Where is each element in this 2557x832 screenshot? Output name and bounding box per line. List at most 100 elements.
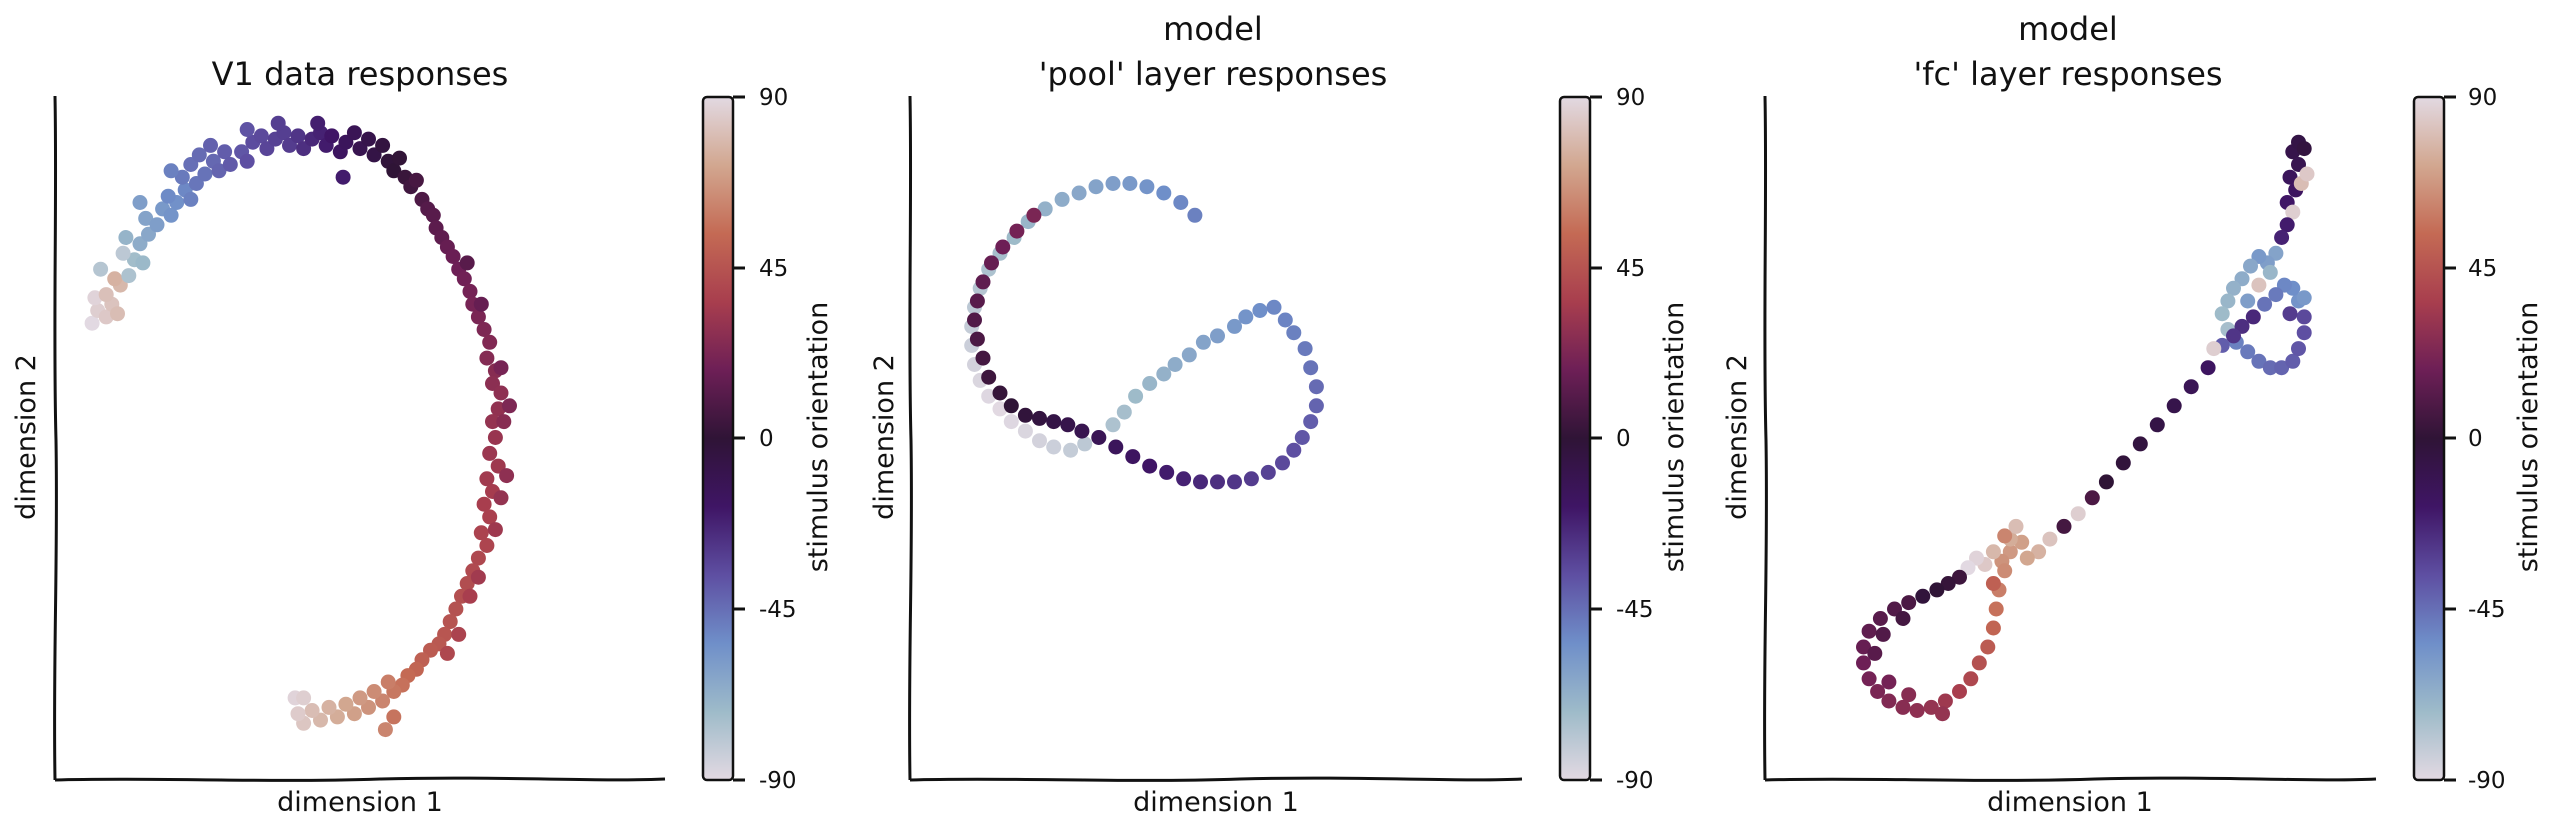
scatter-point-1-84 bbox=[482, 445, 498, 461]
scatter-point-1-91 bbox=[479, 538, 495, 553]
scatter-point-1-56 bbox=[375, 137, 391, 153]
scatter-point-1-128 bbox=[493, 490, 509, 506]
scatter-point-1-18 bbox=[149, 217, 165, 233]
scatter-point-1-24 bbox=[183, 191, 199, 207]
scatter-point-1-17 bbox=[138, 210, 154, 226]
scatter-point-1-71 bbox=[456, 271, 472, 287]
scatter-point-2-13 bbox=[1308, 379, 1324, 395]
scatter-point-1-110 bbox=[352, 690, 368, 706]
scatter-point-3-97 bbox=[1881, 674, 1897, 690]
scatter-point-2-19 bbox=[1294, 430, 1310, 445]
scatter-point-2-7 bbox=[1286, 325, 1302, 341]
scatter-point-1-43 bbox=[290, 128, 306, 144]
scatter-point-3-80 bbox=[1923, 699, 1939, 715]
scatter-point-3-81 bbox=[1937, 693, 1953, 709]
panel-2-cb-tick-0: 0 bbox=[1616, 426, 1631, 452]
scatter-point-2-12 bbox=[1156, 366, 1172, 382]
panel-v1-data: V1 data responses dimension 1 dimension … bbox=[11, 55, 834, 818]
scatter-point-1-59 bbox=[392, 150, 407, 166]
scatter-point-1-58 bbox=[386, 163, 402, 179]
scatter-point-1-123 bbox=[439, 645, 455, 661]
scatter-point-2-78 bbox=[1187, 207, 1203, 223]
scatter-point-3-65 bbox=[1952, 569, 1967, 585]
scatter-point-1-62 bbox=[408, 172, 424, 188]
scatter-point-3-93 bbox=[1985, 576, 2001, 591]
panel-2-x-axis bbox=[909, 776, 1523, 782]
scatter-point-3-77 bbox=[1881, 693, 1897, 709]
scatter-point-2-17 bbox=[1303, 414, 1319, 430]
scatter-point-3-47 bbox=[2166, 398, 2182, 414]
scatter-point-1-13 bbox=[135, 255, 151, 271]
scatter-point-2-16 bbox=[1128, 388, 1144, 404]
scatter-point-3-17 bbox=[2226, 280, 2241, 296]
scatter-point-3-46 bbox=[2183, 379, 2199, 395]
scatter-point-1-118 bbox=[290, 706, 306, 722]
scatter-point-1-137 bbox=[239, 122, 255, 137]
scatter-point-3-54 bbox=[2056, 518, 2072, 534]
scatter-point-2-32 bbox=[1017, 423, 1033, 439]
scatter-point-2-26 bbox=[1063, 442, 1079, 458]
scatter-point-3-41 bbox=[2262, 264, 2278, 280]
scatter-point-2-6 bbox=[1195, 334, 1211, 350]
scatter-point-1-77 bbox=[479, 350, 495, 366]
scatter-point-1-51 bbox=[346, 125, 362, 141]
scatter-point-3-12 bbox=[2268, 245, 2284, 261]
scatter-point-2-74 bbox=[1156, 185, 1172, 201]
panel-1-cb-tick-m90: -90 bbox=[759, 768, 797, 794]
scatter-point-1-106 bbox=[380, 674, 396, 690]
scatter-point-2-65 bbox=[969, 331, 985, 347]
scatter-point-3-8 bbox=[2299, 166, 2315, 182]
scatter-point-1-125 bbox=[462, 588, 478, 604]
scatter-point-1-116 bbox=[304, 703, 320, 718]
scatter-point-1-82 bbox=[485, 414, 500, 430]
scatter-point-3-96 bbox=[1867, 645, 1883, 661]
scatter-point-2-47 bbox=[1074, 423, 1090, 439]
panel-3-title-line-2: 'fc' layer responses bbox=[1913, 55, 2222, 93]
scatter-point-1-65 bbox=[425, 207, 441, 223]
scatter-point-3-42 bbox=[2240, 293, 2256, 309]
scatter-point-2-79 bbox=[1026, 207, 1042, 223]
scatter-point-2-29 bbox=[1227, 474, 1242, 490]
scatter-point-3-75 bbox=[1861, 671, 1877, 687]
scatter-point-3-4 bbox=[2282, 169, 2298, 185]
scatter-point-1-36 bbox=[239, 153, 255, 169]
scatter-point-2-64 bbox=[1071, 185, 1087, 201]
scatter-point-3-67 bbox=[1929, 582, 1945, 598]
scatter-point-3-18 bbox=[2220, 293, 2236, 309]
panel-1-x-label: dimension 1 bbox=[277, 787, 443, 818]
scatter-point-1-29 bbox=[191, 147, 207, 163]
scatter-point-2-4 bbox=[1277, 312, 1293, 328]
scatter-point-1-10 bbox=[121, 268, 137, 284]
scatter-point-1-96 bbox=[448, 601, 464, 617]
scatter-point-1-121 bbox=[377, 722, 393, 738]
scatter-point-3-19 bbox=[2214, 306, 2230, 322]
scatter-point-3-43 bbox=[2282, 306, 2298, 322]
scatter-point-2-35 bbox=[1176, 471, 1192, 487]
panel-1-y-axis bbox=[53, 95, 58, 781]
scatter-point-3-66 bbox=[1940, 576, 1956, 591]
scatter-point-1-69 bbox=[445, 249, 461, 264]
panel-2-colorbar-gradient bbox=[1558, 95, 1592, 782]
panel-3-cb-tick-m90: -90 bbox=[2468, 768, 2506, 794]
scatter-point-3-26 bbox=[2285, 353, 2301, 369]
scatter-point-1-122 bbox=[386, 709, 402, 725]
scatter-point-3-2 bbox=[2296, 141, 2312, 157]
scatter-point-1-90 bbox=[473, 525, 489, 541]
scatter-point-3-51 bbox=[2098, 474, 2114, 490]
scatter-point-1-80 bbox=[493, 385, 509, 401]
scatter-point-2-0 bbox=[1252, 303, 1268, 318]
scatter-point-2-31 bbox=[1210, 474, 1225, 490]
panel-1-cb-tick-90: 90 bbox=[759, 85, 788, 111]
panel-1-cb-tick-0: 0 bbox=[759, 426, 774, 452]
scatter-point-2-75 bbox=[995, 239, 1011, 255]
scatter-point-2-24 bbox=[1077, 436, 1093, 452]
scatter-point-1-130 bbox=[496, 414, 512, 430]
scatter-point-3-78 bbox=[1895, 699, 1911, 715]
scatter-point-1-112 bbox=[338, 696, 354, 712]
scatter-point-3-29 bbox=[2296, 309, 2312, 325]
scatter-point-2-62 bbox=[1054, 191, 1070, 207]
scatter-point-1-9 bbox=[93, 261, 109, 277]
scatter-point-3-15 bbox=[2243, 258, 2258, 274]
panel-2-cb-tick-m45: -45 bbox=[1616, 597, 1654, 623]
scatter-point-3-61 bbox=[1985, 544, 2001, 560]
